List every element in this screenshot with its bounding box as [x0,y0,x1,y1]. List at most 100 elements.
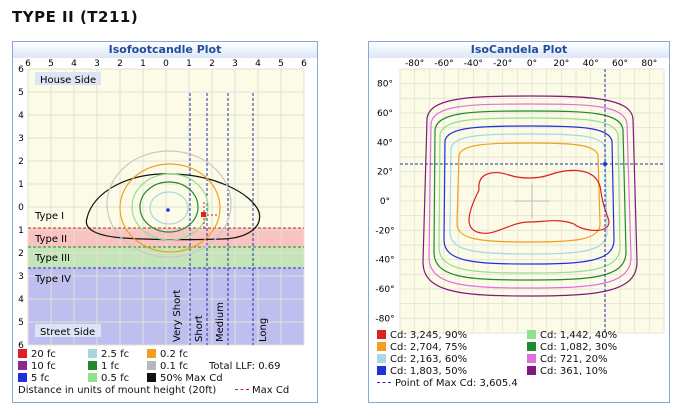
left-y-axis: 6 5 4 3 2 1 0 1 2 3 4 5 6 [18,65,24,351]
y-tick-label: 3 [18,134,24,144]
x-tick-label: -20° [493,59,512,69]
short-label: Short [194,315,205,342]
isofootcandle-plot: 6 5 4 3 2 1 0 1 2 3 4 5 6 6 5 4 3 2 1 0 1 2 3 4 5 6 House Side S… [18,59,307,351]
x-tick-label: 5 [48,59,54,69]
isocandela-panel: IsoCandela Plot -80° -60° -40° -20° 0° 20° 40°… [368,41,670,403]
y-tick-label: 2 [18,157,24,167]
y-tick-label: 1 [18,180,24,190]
x-tick-label: 1 [140,59,146,69]
isoline-0-5-fc [131,173,209,241]
isoline-0-2-fc [119,163,221,253]
isoline-1-fc [139,181,199,233]
legend-label: Cd: 721, 20% [540,354,608,365]
y-tick-label: -80° [375,314,394,324]
left-x-axis: 6 5 4 3 2 1 0 1 2 3 4 5 6 [25,59,307,69]
legend-swatch [527,342,536,351]
legend-item: 50% Max Cd [147,373,223,385]
x-tick-label: 0° [527,59,537,69]
max-cd-label: Max Cd [252,385,290,396]
legend-label: Cd: 1,082, 30% [540,342,618,353]
x-tick-label: 2 [209,59,215,69]
legend-label: Cd: 1,442, 40% [540,330,618,341]
x-tick-label: -80° [405,59,424,69]
legend-label: 0.1 fc [160,361,189,372]
x-tick-label: 2 [117,59,123,69]
legend-swatch [377,354,386,363]
y-tick-label: -60° [375,285,394,295]
left-grid [27,68,305,346]
max-point-marker [603,162,607,166]
zone-type-iii-label: Type III [34,253,70,264]
isocandela-title: IsoCandela Plot [369,42,669,58]
isoline-50-max-cd [85,173,261,241]
legend-swatch [527,354,536,363]
right-x-axis: -80° -60° -40° -20° 0° 20° 40° 60° 80° [405,59,657,69]
legend-item: Cd: 1,803, 50% [377,366,467,378]
legend-item: Cd: 2,704, 75% [377,342,467,354]
x-tick-label: 4 [71,59,77,69]
legend-item: Cd: 721, 20% [527,354,608,366]
legend-item: Cd: 1,082, 30% [527,342,617,354]
legend-swatch [377,342,386,351]
legend-label: 1 fc [101,361,120,372]
y-tick-label: 3 [18,272,24,282]
y-tick-label: 4 [18,295,24,305]
legend-swatch [147,361,156,370]
legend-item: 10 fc [18,361,56,373]
x-tick-label: 6 [301,59,307,69]
y-tick-label: 4 [18,111,24,121]
y-tick-label: 80° [377,80,393,90]
x-tick-label: 3 [94,59,100,69]
isoline-0-1-fc [106,150,232,258]
legend-item: Cd: 1,442, 40% [527,330,617,342]
house-side-label: House Side [40,75,96,86]
legend-swatch [527,366,536,375]
x-tick-label: 6 [25,59,31,69]
max-cd-dash-icon [235,389,249,390]
legend-label: 5 fc [31,373,50,384]
y-tick-label: 6 [18,341,24,351]
legend-swatch [377,366,386,375]
zone-type-iv-label: Type IV [34,274,71,285]
x-tick-label: 80° [641,59,657,69]
very-short-label: Very Short [172,290,183,342]
legend-item: 0.1 fc [147,361,188,373]
legend-swatch [147,349,156,358]
max-point-label: Point of Max Cd: 3,605.4 [395,378,518,389]
legend-swatch [527,330,536,339]
x-tick-label: 4 [255,59,261,69]
max-cd-legend: Max Cd [235,385,289,397]
legend-label: Cd: 1,803, 50% [390,366,468,377]
legend-label: 0.2 fc [160,349,189,360]
x-tick-label: 60° [612,59,628,69]
y-tick-label: 5 [18,88,24,98]
legend-swatch [88,361,97,370]
contour-40-percent [438,117,621,274]
isofootcandle-legend: 20 fc 2.5 fc 0.2 fc 10 fc 1 fc 0.1 fc 5 fc 0.5 … [13,346,317,402]
x-tick-label: 5 [278,59,284,69]
isofootcandle-title: Isofootcandle Plot [13,42,317,58]
contour-75-percent [456,142,601,243]
legend-item: 0.5 fc [88,373,129,385]
x-tick-label: 0 [163,59,169,69]
y-tick-label: 5 [18,318,24,328]
isocandela-plot: -80° -60° -40° -20° 0° 20° 40° 60° 80° 80° 60° 40°… [375,59,665,334]
legend-item: Cd: 3,245, 90% [377,330,467,342]
x-tick-label: 40° [583,59,599,69]
total-llf: Total LLF: 0.69 [209,361,281,372]
legend-item: 2.5 fc [88,349,129,361]
legend-item: 1 fc [88,361,120,373]
y-tick-label: -20° [375,226,394,236]
legend-swatch [18,361,27,370]
page-title: TYPE II (T211) [12,8,139,26]
contour-10-percent [422,95,638,297]
distance-footer: Distance in units of mount height (20ft) [18,385,217,396]
y-tick-label: 20° [377,168,393,178]
legend-item: 5 fc [18,373,50,385]
legend-item: Cd: 361, 10% [527,366,608,378]
contour-50-percent [443,125,615,265]
legend-item: Cd: 2,163, 60% [377,354,467,366]
max-point-legend: Point of Max Cd: 3,605.4 [377,378,518,390]
luminaire-point [166,208,170,212]
